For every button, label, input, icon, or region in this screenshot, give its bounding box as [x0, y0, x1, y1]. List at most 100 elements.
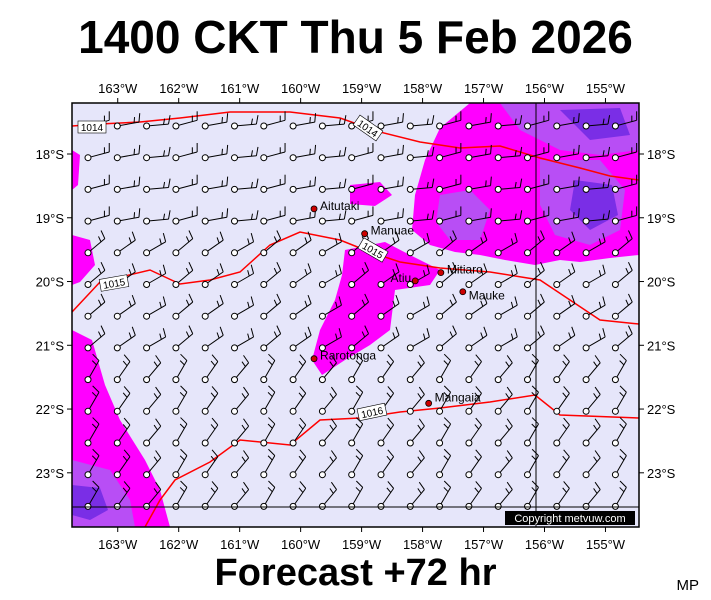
wind-barb — [113, 326, 136, 352]
wind-barb — [172, 143, 198, 162]
wind-barb — [348, 385, 364, 415]
wind-barb — [172, 111, 198, 130]
wind-barb — [260, 111, 286, 130]
wind-barb — [143, 418, 162, 447]
wind-barb — [553, 481, 570, 510]
wind-barb — [524, 143, 550, 162]
wind-barb — [524, 385, 539, 415]
wind-barb — [260, 261, 282, 288]
wind-barb — [582, 450, 601, 479]
wind-barb — [318, 328, 342, 352]
wind-barb — [172, 417, 188, 447]
wind-barb — [465, 326, 488, 352]
place-marker: Mangaia — [425, 390, 481, 407]
wind-barb — [377, 113, 404, 130]
wind-barb — [494, 210, 523, 225]
wind-barb — [260, 174, 286, 193]
svg-text:1014: 1014 — [81, 123, 104, 134]
wind-barb — [465, 113, 492, 130]
wind-barb — [465, 231, 488, 257]
place-label: Atiu — [391, 271, 412, 285]
wind-barb — [494, 146, 523, 162]
wind-barb — [348, 417, 364, 447]
lon-tick-label-bottom: 155°W — [586, 537, 626, 552]
wind-barb — [494, 418, 513, 447]
wind-barb — [524, 174, 550, 193]
wind-barb — [318, 115, 347, 130]
wind-barb — [494, 450, 513, 479]
wind-barb — [582, 178, 611, 193]
wind-barb — [318, 210, 347, 225]
wind-barb — [113, 113, 141, 130]
place-label: Mangaia — [435, 390, 481, 404]
place-marker: Manuae — [361, 224, 415, 238]
wind-barb — [524, 206, 550, 225]
wind-barb — [260, 230, 282, 257]
wind-barb — [172, 293, 194, 320]
wind-barb — [143, 355, 162, 384]
wind-barb — [231, 328, 255, 352]
wind-barb — [436, 325, 457, 352]
map-frame — [71, 102, 640, 528]
wind-barb — [201, 481, 219, 510]
wind-barb — [143, 296, 167, 320]
place-dot — [459, 288, 467, 296]
wind-barb — [84, 261, 106, 288]
wind-barb — [406, 210, 435, 225]
wind-barb — [524, 448, 539, 479]
wind-barb — [611, 353, 627, 384]
lat-tick-label-left: 18°S — [36, 147, 65, 162]
place-dot — [437, 269, 445, 277]
places-layer: Aitutaki Manuae Mitiaro Atiu Mauke Rarotonga M… — [310, 199, 505, 407]
wind-barb — [318, 450, 337, 479]
wind-barb — [582, 146, 611, 162]
lon-tick-label-top: 160°W — [281, 81, 321, 96]
wind-barb — [611, 480, 627, 510]
wind-barb — [611, 206, 638, 225]
wind-barb — [143, 178, 171, 193]
lon-tick-label-top: 159°W — [342, 81, 382, 96]
place-dot — [425, 399, 433, 407]
wind-barb — [406, 481, 425, 510]
wind-barb — [436, 261, 457, 288]
lat-tick-label-left: 23°S — [36, 466, 65, 481]
wind-barb — [582, 232, 606, 257]
lon-tick-label-top: 161°W — [220, 81, 260, 96]
wind-barb — [377, 417, 395, 447]
wind-barb — [260, 325, 282, 352]
lat-tick-label-right: 22°S — [647, 402, 676, 417]
wind-barb — [377, 176, 404, 193]
place-label: Manuae — [371, 224, 415, 238]
wind-barb — [318, 178, 347, 193]
wind-barb — [113, 386, 131, 415]
lat-tick-label-left: 21°S — [36, 338, 65, 353]
wind-barb — [582, 328, 606, 352]
wind-barb — [84, 143, 110, 162]
wind-barb — [465, 144, 492, 162]
wind-barb — [406, 232, 430, 257]
place-marker: Rarotonga — [310, 349, 376, 363]
wind-barb — [465, 449, 482, 479]
wind-barb — [143, 115, 171, 130]
wind-barb — [348, 206, 374, 225]
wind-barb — [260, 353, 276, 384]
place-dot — [411, 277, 419, 285]
wind-barb — [172, 325, 194, 352]
wind-barb — [582, 418, 601, 447]
wind-barb — [377, 144, 404, 162]
place-marker: Atiu — [391, 271, 419, 285]
wind-barb — [582, 210, 611, 225]
lon-tick-label-top: 158°W — [403, 81, 443, 96]
wind-barb — [84, 230, 106, 257]
wind-barb — [289, 113, 317, 130]
wind-barb — [231, 386, 250, 415]
wind-barb — [84, 293, 106, 320]
wind-barb — [494, 355, 513, 384]
wind-barb — [465, 354, 482, 384]
wind-barb — [231, 355, 250, 384]
place-dot — [310, 355, 318, 363]
wind-barb — [494, 264, 518, 288]
wind-barb — [611, 261, 633, 288]
wind-barb — [260, 143, 286, 162]
wind-barb — [143, 328, 167, 352]
